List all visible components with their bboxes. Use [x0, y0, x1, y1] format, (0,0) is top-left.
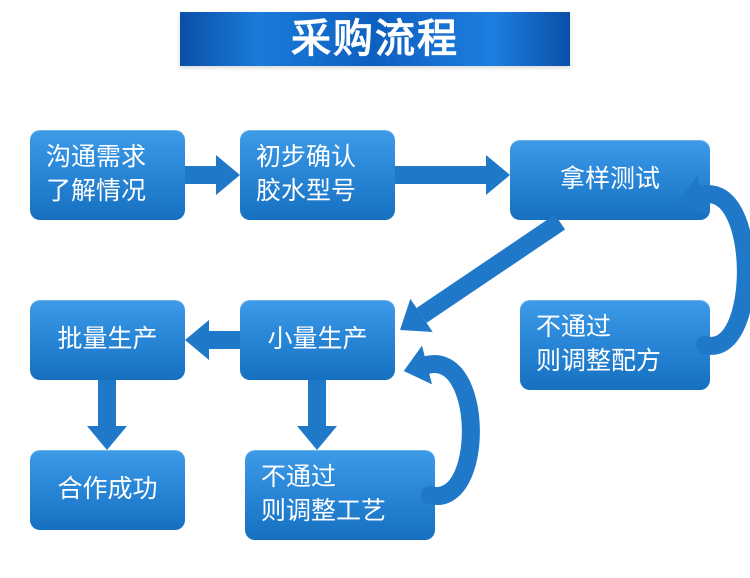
arrow-right-icon	[185, 155, 240, 195]
node-line: 批量生产	[57, 323, 157, 357]
arrow-down-icon	[87, 380, 127, 450]
page-title: 采购流程	[291, 17, 459, 61]
node-success: 合作成功	[30, 450, 185, 530]
node-line: 不通过	[261, 461, 435, 495]
node-mass-production: 批量生产	[30, 300, 185, 380]
arrow-curve-up-icon	[690, 170, 750, 370]
page-title-banner: 采购流程	[180, 12, 570, 66]
arrow-left-icon	[185, 320, 240, 360]
node-line: 则调整工艺	[261, 495, 435, 529]
arrow-down-icon	[297, 380, 337, 450]
node-line: 了解情况	[46, 175, 185, 209]
node-line: 初步确认	[256, 141, 395, 175]
node-fail-adjust-process: 不通过 则调整工艺	[245, 450, 435, 540]
arrow-diagonal-icon	[370, 192, 590, 360]
node-line: 小量生产	[267, 323, 367, 357]
node-line: 沟通需求	[46, 141, 185, 175]
arrow-right-icon	[395, 155, 510, 195]
arrow-curve-up-icon	[415, 340, 495, 520]
node-communicate-needs: 沟通需求 了解情况	[30, 130, 185, 220]
node-line: 合作成功	[57, 473, 157, 507]
